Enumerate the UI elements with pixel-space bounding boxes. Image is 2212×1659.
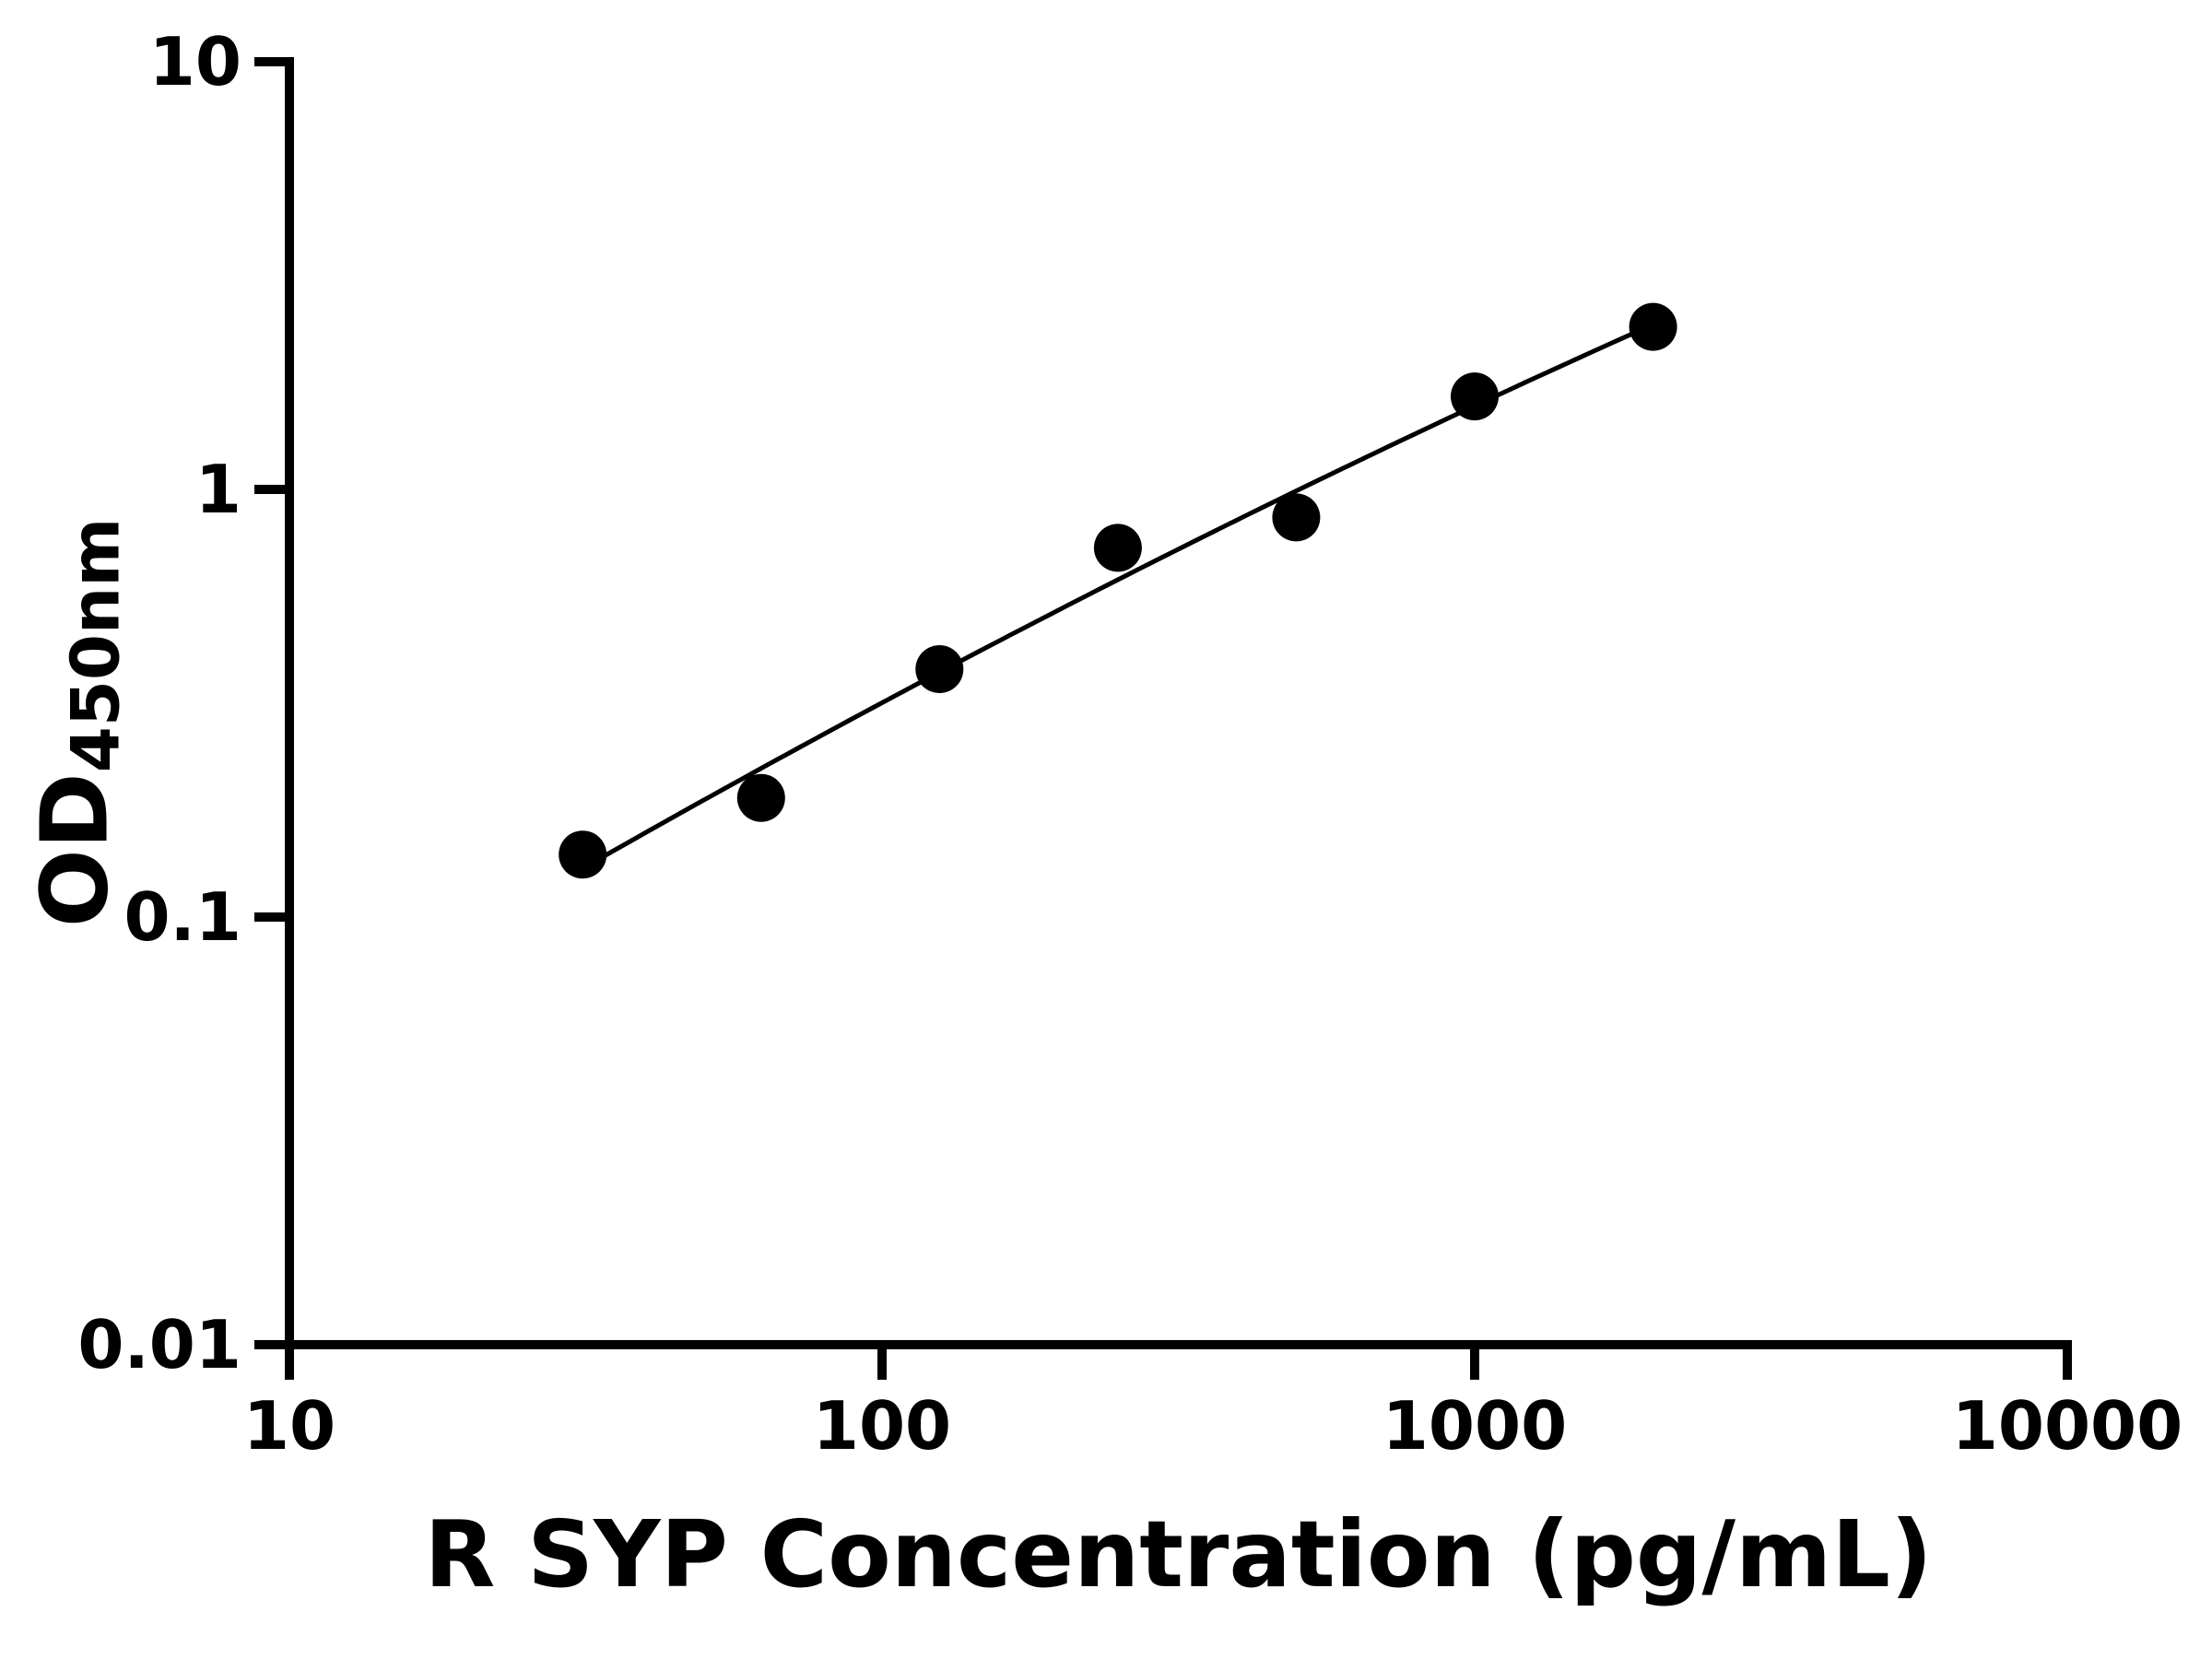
- y-tick-label-1: 1: [194, 451, 241, 528]
- y-axis-title-subscript: 450nm: [56, 517, 135, 773]
- data-point: [915, 645, 964, 693]
- y-tick-label-10: 10: [148, 23, 241, 100]
- y-axis-title: OD450nm: [21, 518, 135, 928]
- data-point: [1451, 372, 1499, 421]
- data-point: [1272, 493, 1321, 542]
- y-axis-title-main: OD: [20, 772, 129, 928]
- data-point: [736, 773, 785, 822]
- y-tick-label-0-01: 0.01: [77, 1306, 241, 1383]
- x-tick-label-100: 100: [812, 1387, 952, 1465]
- data-point: [559, 830, 607, 879]
- axes-spines: [285, 57, 2072, 1349]
- x-axis-title: R SYP Concentration (pg/mL): [424, 1500, 1933, 1608]
- x-tick-label-1000: 1000: [1382, 1387, 1568, 1465]
- data-point: [1629, 302, 1677, 351]
- x-tick-label-10000: 10000: [1951, 1387, 2183, 1465]
- y-tick-label-0-1: 0.1: [124, 878, 241, 956]
- data-point: [1093, 524, 1142, 572]
- x-tick-label-10: 10: [242, 1387, 336, 1465]
